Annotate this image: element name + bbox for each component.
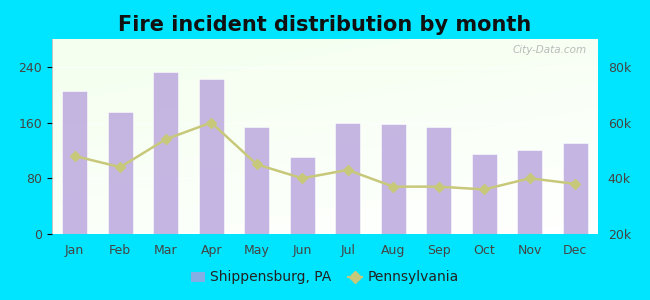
Title: Fire incident distribution by month: Fire incident distribution by month [118, 15, 532, 35]
Bar [244, 128, 269, 234]
Bar [517, 150, 542, 234]
Bar [472, 154, 497, 234]
Bar [62, 91, 87, 234]
Text: City-Data.com: City-Data.com [513, 45, 587, 55]
Bar [108, 112, 133, 234]
Bar [381, 124, 406, 234]
Legend: Shippensburg, PA, Pennsylvania: Shippensburg, PA, Pennsylvania [185, 265, 465, 290]
Bar [426, 128, 451, 234]
Bar [563, 143, 588, 234]
Bar [335, 123, 360, 234]
Bar [153, 72, 178, 234]
Bar [290, 158, 315, 234]
Bar [199, 80, 224, 234]
